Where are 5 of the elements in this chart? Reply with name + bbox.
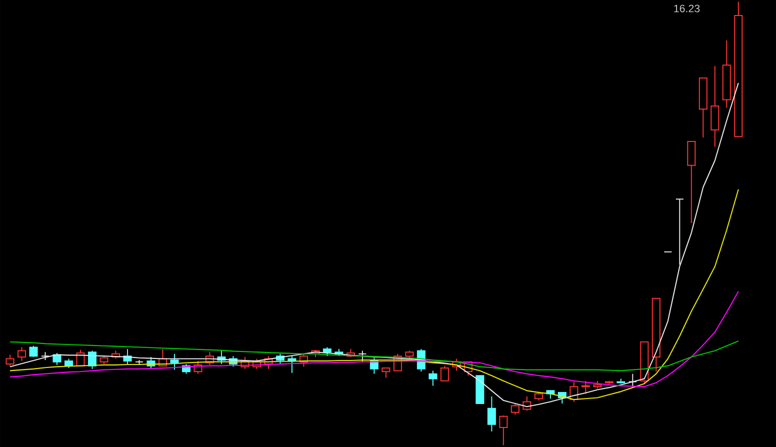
candlestick <box>710 66 720 148</box>
candlestick <box>428 370 438 386</box>
candlestick <box>722 40 731 108</box>
candlestick <box>487 396 496 432</box>
annotation: 16.23 <box>674 4 700 12</box>
